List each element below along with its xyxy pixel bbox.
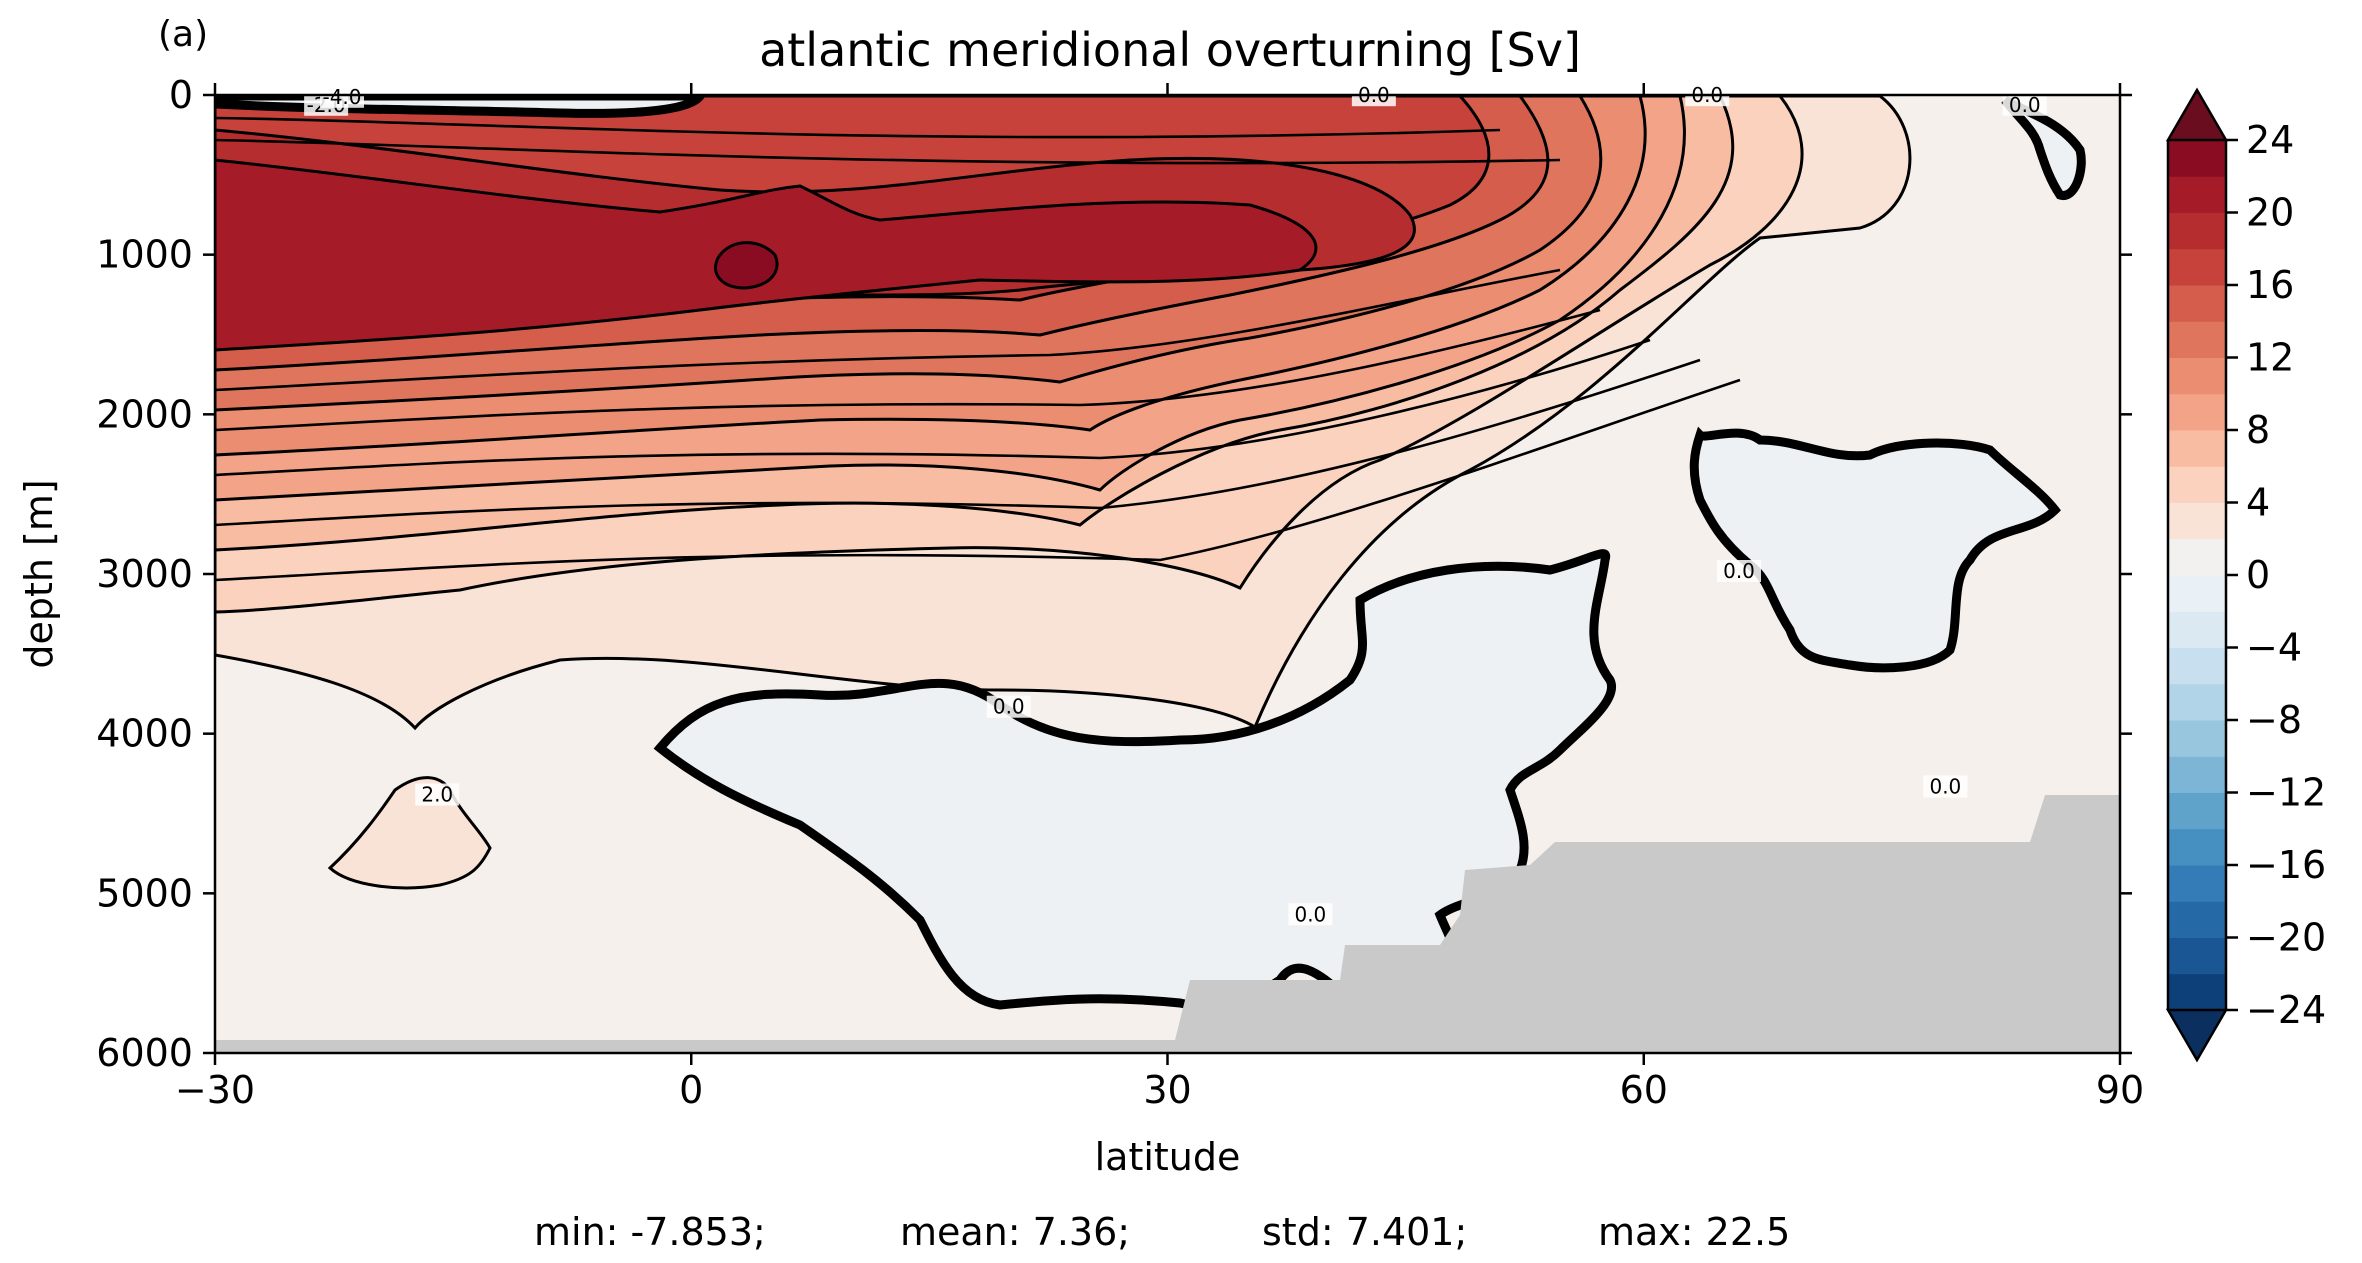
contour-line	[215, 116, 1501, 139]
contour-line	[215, 358, 1701, 527]
colorbar-tick-label: 20	[2246, 191, 2294, 235]
colorbar-bin	[2168, 828, 2226, 866]
contour-band-22	[714, 241, 779, 290]
colorbar-tick-label: 12	[2246, 336, 2294, 380]
x-tick-label: −30	[175, 1068, 255, 1112]
contour-line	[215, 308, 1601, 432]
colorbar-extend-min	[2165, 1008, 2229, 1063]
colorbar-bin	[2168, 212, 2226, 250]
contour-label: 0.0	[1929, 775, 1961, 799]
y-tick-label: 5000	[96, 871, 193, 915]
contour-label-bg	[320, 85, 364, 108]
negative-cells	[215, 95, 2086, 1010]
colorbar-bin	[2168, 720, 2226, 757]
land-mask	[215, 795, 2120, 1053]
x-tick-label: 90	[2096, 1068, 2144, 1112]
y-tick-label: 4000	[96, 712, 193, 756]
colorbar-tick-label: −12	[2246, 771, 2326, 815]
colorbar-bin	[2168, 321, 2226, 358]
panel-label: (a)	[158, 14, 208, 55]
colorbar-bin	[2168, 973, 2226, 1011]
y-tick-label: 3000	[96, 552, 193, 596]
contour-label: 2.0	[421, 783, 453, 807]
stat-mean: mean: 7.36;	[900, 1210, 1131, 1254]
contour-line	[215, 378, 1741, 582]
colorbar-bin	[2168, 285, 2226, 322]
contour-label: -4.0	[322, 85, 361, 109]
chart-title: atlantic meridional overturning [Sv]	[759, 23, 1581, 77]
contour-label-bg	[1717, 560, 1761, 582]
contour-line	[215, 268, 1561, 392]
contour-label-bg	[1923, 775, 1968, 798]
axes: −30 0 30 60 90 0 1000 2000 3000 4000 5000 6000 latit…	[17, 73, 2144, 1179]
contour-label-bg	[1288, 903, 1333, 926]
x-tick-label: 0	[679, 1068, 703, 1112]
colorbar-extend-max	[2165, 87, 2229, 142]
colorbar-bin	[2168, 683, 2226, 721]
colorbar-bin	[2168, 937, 2226, 975]
colorbar-tick-label: −16	[2246, 843, 2326, 887]
colorbar-bin	[2168, 430, 2226, 467]
colorbar-tick-label: 4	[2246, 481, 2270, 525]
colorbar-tick-label: 0	[2246, 553, 2270, 597]
contour-line	[215, 138, 1561, 165]
colorbar-tick-label: −4	[2246, 626, 2302, 670]
y-tick-label: 1000	[96, 233, 193, 277]
contour-label-bg	[2002, 93, 2047, 116]
colorbar-bin	[2168, 248, 2226, 286]
colorbar-bin	[2168, 792, 2226, 830]
negative-cell-surface	[215, 95, 707, 118]
stat-max: max: 22.5	[1598, 1210, 1791, 1254]
colorbar-bin	[2168, 756, 2226, 793]
x-tick-label: 30	[1143, 1068, 1191, 1112]
colorbar-tick-label: 8	[2246, 408, 2270, 452]
colorbar-tick-label: 16	[2246, 263, 2294, 307]
negative-cell-arctic	[2001, 96, 2086, 200]
contour-label: 0.0	[993, 695, 1025, 719]
colorbar-tick-label: −24	[2246, 988, 2326, 1032]
colorbar-bin	[2168, 176, 2226, 213]
colorbar-tick-label: −20	[2246, 916, 2326, 960]
contour-label: 0.0	[1294, 902, 1326, 926]
contour-lines	[215, 116, 1741, 582]
stat-min: min: -7.853;	[534, 1210, 766, 1254]
colorbar-bin	[2168, 466, 2226, 503]
colorbar-bin	[2168, 393, 2226, 431]
colorbar-bin	[2168, 611, 2226, 648]
contour-label-bg	[986, 695, 1031, 718]
stat-std: std: 7.401;	[1262, 1210, 1468, 1254]
contour-label: 0.0	[2009, 93, 2041, 117]
colorbar: 24 20 16 12 8 4 0 −4 −8 −12 −16 −20 −24	[2165, 87, 2326, 1063]
contour-label: 0.0	[1723, 559, 1755, 583]
y-tick-label: 2000	[96, 392, 193, 436]
colorbar-bin	[2168, 502, 2226, 540]
colorbar-bin	[2168, 140, 2226, 177]
x-tick-label: 60	[1620, 1068, 1668, 1112]
y-tick-label: 6000	[96, 1031, 193, 1075]
positive-cell	[215, 95, 1912, 731]
colorbar-bin	[2168, 865, 2226, 902]
colorbar-bin	[2168, 647, 2226, 685]
colorbar-bin	[2168, 901, 2226, 938]
y-tick-label: 0	[169, 73, 193, 117]
plot-area	[215, 95, 2120, 1053]
contour-line	[215, 338, 1651, 477]
y-axis-label: depth [m]	[17, 479, 61, 668]
negative-cell-deep	[653, 549, 1617, 1010]
contour-label-bg	[415, 783, 460, 806]
x-axis-label: latitude	[1095, 1135, 1241, 1179]
colorbar-tick-label: 24	[2246, 118, 2294, 162]
colorbar-bin	[2168, 538, 2226, 576]
colorbar-bin	[2168, 575, 2226, 612]
colorbar-bin	[2168, 357, 2226, 395]
colorbar-tick-label: −8	[2246, 698, 2302, 742]
